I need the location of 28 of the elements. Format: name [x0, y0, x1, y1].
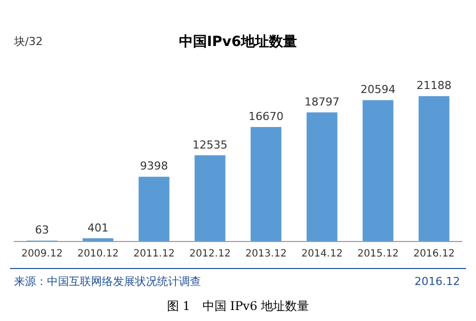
- text: 2016.12: [414, 275, 460, 288]
- data-label: 16670: [248, 110, 284, 123]
- bar: [194, 155, 226, 241]
- bar: [82, 238, 114, 241]
- data-label: 20594: [360, 83, 396, 96]
- bar: [306, 112, 338, 241]
- x-tick-label: 2012.12: [189, 248, 231, 260]
- y-axis-title: 块/32: [13, 35, 43, 48]
- x-tick-label: 2013.12: [245, 248, 287, 260]
- data-label: 63: [35, 224, 49, 237]
- chart-title: 中国IPv6地址数量: [178, 34, 298, 50]
- data-label: 21188: [416, 79, 452, 92]
- x-tick-label: 2014.12: [301, 248, 343, 260]
- data-label: 12535: [192, 138, 228, 152]
- x-tick-label: 2009.12: [21, 248, 63, 260]
- data-label: 18797: [304, 95, 340, 108]
- data-label: 9398: [140, 160, 168, 173]
- x-tick-label: 2011.12: [133, 248, 175, 260]
- x-tick-label: 2015.12: [357, 248, 399, 260]
- x-tick-label: 2016.12: [413, 248, 455, 260]
- bar: [138, 176, 170, 241]
- data-label: 401: [88, 221, 108, 234]
- bar: [362, 100, 394, 241]
- source-note: 来源：中国互联网络发展状况统计调查: [14, 275, 201, 288]
- bar: [250, 126, 282, 241]
- bar: [418, 96, 450, 241]
- caption: 图 1 中国 IPv6 地址数量: [166, 299, 310, 313]
- x-tick-label: 2010.12: [77, 248, 119, 260]
